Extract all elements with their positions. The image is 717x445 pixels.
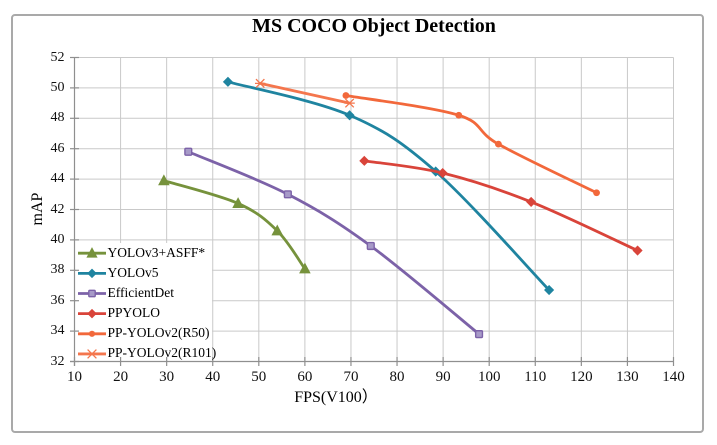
series-EfficientDet-marker-square [184, 147, 193, 156]
legend-PP-YOLOv2(R50)-marker-circle [88, 330, 96, 337]
series-PP-YOLOv2(R101)-marker-x [254, 78, 266, 88]
legend-label-EfficientDet: EfficientDet [107, 285, 174, 300]
x-tick-label-30: 30 [159, 369, 175, 385]
x-tick-label-20: 20 [113, 369, 129, 385]
legend-label-YOLOv5: YOLOv5 [107, 264, 159, 280]
series-line-PP-YOLOv2(R101) [258, 81, 351, 105]
series-line-YOLOv3+ASFF* [162, 179, 307, 271]
series-line-EfficientDet [186, 150, 481, 336]
series-EfficientDet-marker-square [283, 190, 292, 199]
x-tick-label-140: 140 [662, 369, 685, 385]
series-YOLOv5-marker-diamond [544, 284, 555, 296]
legend-YOLOv5-marker-diamond [87, 268, 97, 279]
x-tick-label-110: 110 [524, 369, 547, 385]
y-tick-label-40: 40 [50, 231, 65, 247]
x-tick-label-130: 130 [616, 369, 639, 385]
y-tick-label-36: 36 [50, 292, 65, 308]
y-tick-label-32: 32 [50, 353, 65, 369]
legend-PP-YOLOv2(R101)-marker-x [86, 349, 98, 359]
y-tick-label-52: 52 [50, 49, 65, 65]
series-EfficientDet-marker-square [474, 330, 484, 339]
x-tick-label-80: 80 [389, 369, 405, 385]
legend-label-PPYOLO: PPYOLO [107, 305, 161, 321]
series-YOLOv3+ASFF*-marker-triangle [232, 197, 244, 209]
y-tick-label-38: 38 [50, 262, 65, 278]
series-line-PPYOLO [362, 159, 639, 252]
y-tick-label-50: 50 [50, 79, 65, 95]
series-PPYOLO-marker-diamond [526, 196, 537, 207]
x-tick-label-50: 50 [251, 369, 267, 385]
legend-box [76, 243, 212, 360]
legend-label-PP-YOLOv2(R50): PP-YOLOv2(R50) [107, 325, 210, 341]
y-tick-label-42: 42 [50, 201, 65, 217]
series-line-YOLOv5 [226, 80, 551, 292]
legend-label-YOLOv3+ASFF*: YOLOv3+ASFF* [107, 244, 206, 260]
x-tick-label-120: 120 [570, 369, 593, 385]
series-YOLOv3+ASFF*-marker-triangle [299, 262, 311, 274]
series-YOLOv3+ASFF*-marker-triangle [158, 174, 170, 186]
series-PPYOLO-marker-diamond [359, 155, 370, 166]
legend-PPYOLO-marker-diamond [87, 308, 97, 319]
x-axis-title: FPS(V100） [294, 389, 378, 406]
x-tick-label-40: 40 [205, 369, 221, 385]
chart-frame [11, 14, 704, 433]
series-PPYOLO-marker-diamond [632, 245, 643, 256]
series-PP-YOLOv2(R50)-marker-circle [593, 189, 600, 197]
series-PP-YOLOv2(R101)-marker-x [344, 98, 355, 108]
y-tick-label-48: 48 [50, 110, 65, 126]
x-tick-label-90: 90 [435, 369, 451, 385]
x-tick-label-60: 60 [297, 369, 313, 385]
series-PP-YOLOv2(R50)-marker-circle [495, 140, 502, 148]
y-tick-label-44: 44 [50, 171, 65, 187]
legend-label-PP-YOLOv2(R101): PP-YOLOv2(R101) [107, 345, 217, 361]
series-YOLOv3+ASFF*-marker-triangle [271, 224, 284, 236]
x-tick-label-70: 70 [343, 369, 359, 385]
y-tick-label-34: 34 [50, 323, 65, 339]
series-YOLOv5-marker-diamond [222, 76, 234, 87]
series-line-PP-YOLOv2(R50) [344, 94, 598, 195]
legend-YOLOv3+ASFF*-marker-triangle [86, 247, 98, 258]
series-PP-YOLOv2(R50)-marker-circle [342, 92, 350, 99]
series-YOLOv5-marker-diamond [344, 110, 355, 121]
y-tick-label-46: 46 [50, 140, 65, 156]
x-tick-label-100: 100 [477, 369, 501, 385]
legend-EfficientDet-marker-square [88, 289, 96, 298]
chart-title: MS COCO Object Detection [252, 15, 496, 37]
series-PPYOLO-marker-diamond [437, 167, 448, 179]
x-tick-label-10: 10 [67, 369, 82, 385]
series-EfficientDet-marker-square [366, 241, 375, 251]
series-PP-YOLOv2(R50)-marker-circle [455, 111, 463, 119]
